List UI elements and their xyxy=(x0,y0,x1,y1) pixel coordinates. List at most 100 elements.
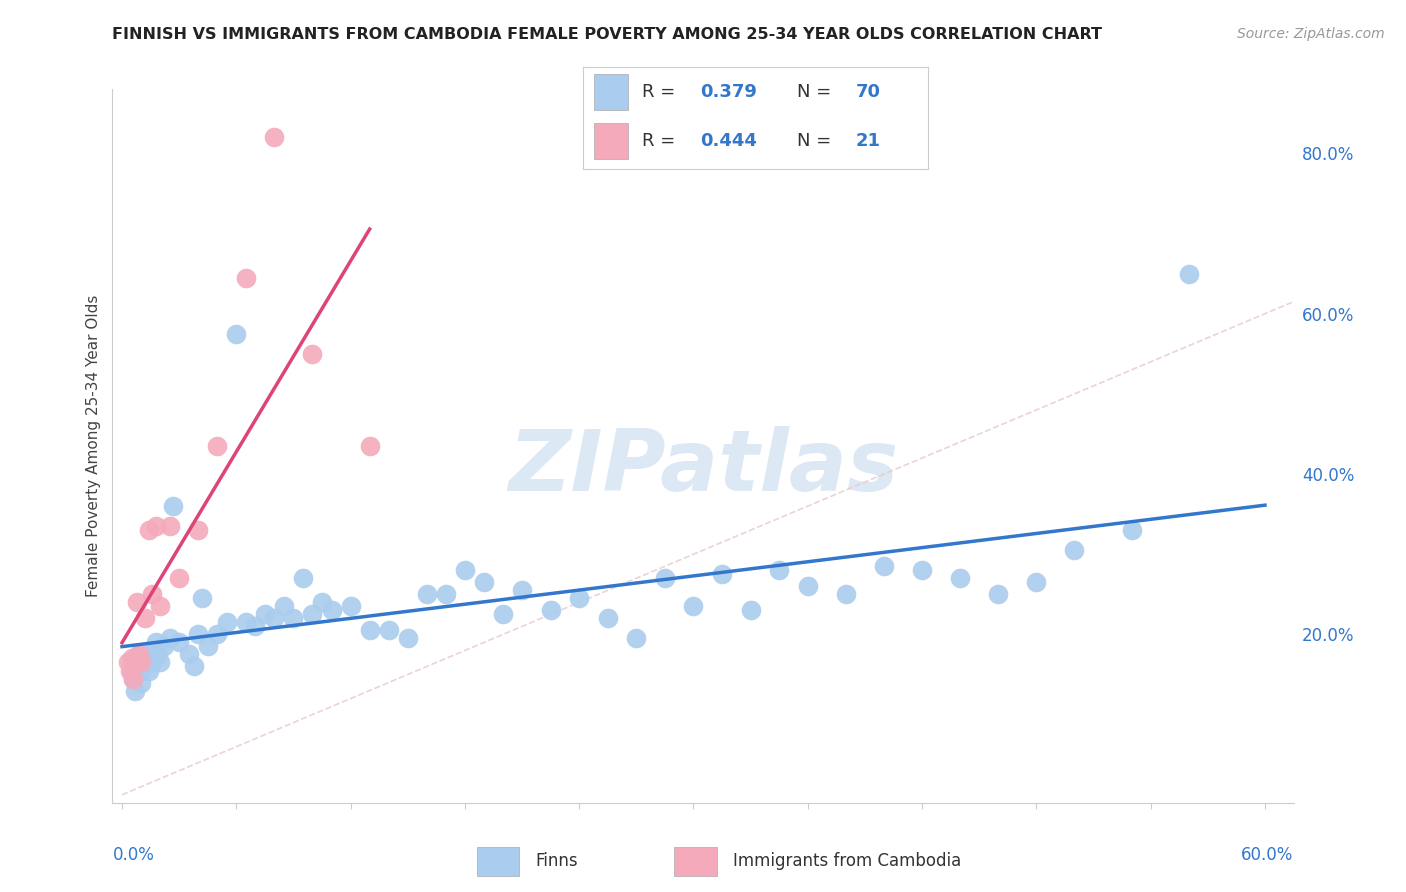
Text: Immigrants from Cambodia: Immigrants from Cambodia xyxy=(733,852,962,870)
Point xyxy=(654,571,676,585)
Text: Source: ZipAtlas.com: Source: ZipAtlas.com xyxy=(1237,27,1385,41)
Point xyxy=(873,559,896,574)
Text: N =: N = xyxy=(797,83,837,101)
Point xyxy=(434,587,457,601)
Point xyxy=(162,499,184,513)
Point xyxy=(377,624,399,638)
Point xyxy=(187,627,209,641)
Point xyxy=(153,640,176,654)
Text: 60.0%: 60.0% xyxy=(1241,846,1294,863)
Point xyxy=(167,635,190,649)
Point xyxy=(129,675,152,690)
Point xyxy=(145,635,167,649)
Point xyxy=(141,656,163,670)
Point xyxy=(139,648,162,662)
Point xyxy=(301,347,323,361)
Point xyxy=(118,664,141,678)
Point xyxy=(472,575,495,590)
Text: Finns: Finns xyxy=(536,852,578,870)
Point xyxy=(132,656,155,670)
Point xyxy=(145,519,167,533)
Text: 0.0%: 0.0% xyxy=(112,846,155,863)
Point xyxy=(339,599,361,614)
Point xyxy=(134,611,156,625)
Text: FINNISH VS IMMIGRANTS FROM CAMBODIA FEMALE POVERTY AMONG 25-34 YEAR OLDS CORRELA: FINNISH VS IMMIGRANTS FROM CAMBODIA FEMA… xyxy=(112,27,1102,42)
Bar xyxy=(593,123,628,159)
Point xyxy=(148,648,170,662)
Point xyxy=(568,591,591,606)
Text: R =: R = xyxy=(643,83,681,101)
Point xyxy=(215,615,238,630)
Point xyxy=(235,270,257,285)
Point xyxy=(121,651,143,665)
Point xyxy=(949,571,972,585)
Point xyxy=(183,659,205,673)
Point xyxy=(139,651,162,665)
Point xyxy=(159,519,181,533)
Point xyxy=(187,523,209,537)
Point xyxy=(135,648,157,662)
Text: 0.444: 0.444 xyxy=(700,132,758,150)
Point xyxy=(207,439,229,453)
Point xyxy=(121,664,143,678)
Point xyxy=(235,615,257,630)
Point xyxy=(492,607,515,622)
Y-axis label: Female Poverty Among 25-34 Year Olds: Female Poverty Among 25-34 Year Olds xyxy=(86,295,101,597)
Point xyxy=(768,563,790,577)
Point xyxy=(740,603,762,617)
Point xyxy=(911,563,934,577)
Text: 0.379: 0.379 xyxy=(700,83,758,101)
Point xyxy=(711,567,734,582)
Text: R =: R = xyxy=(643,132,681,150)
Point xyxy=(311,595,333,609)
Point xyxy=(253,607,276,622)
Point xyxy=(225,326,247,341)
Point xyxy=(117,656,139,670)
Point xyxy=(127,595,149,609)
Point xyxy=(149,599,172,614)
Point xyxy=(454,563,477,577)
Point xyxy=(263,611,285,625)
Point xyxy=(540,603,562,617)
Point xyxy=(141,587,163,601)
Point xyxy=(128,656,150,670)
Point xyxy=(124,683,146,698)
Point xyxy=(273,599,295,614)
Point xyxy=(129,656,152,670)
Text: 21: 21 xyxy=(856,132,880,150)
Point xyxy=(263,130,285,145)
Point xyxy=(510,583,533,598)
Point xyxy=(291,571,314,585)
Text: ZIPatlas: ZIPatlas xyxy=(508,425,898,509)
Point xyxy=(321,603,343,617)
Point xyxy=(159,632,181,646)
Bar xyxy=(675,847,717,876)
Point xyxy=(138,523,160,537)
Point xyxy=(138,664,160,678)
Point xyxy=(128,648,150,662)
Point xyxy=(207,627,229,641)
Point xyxy=(197,640,219,654)
Point xyxy=(129,664,152,678)
Point xyxy=(122,672,145,686)
Text: 70: 70 xyxy=(856,83,880,101)
Bar xyxy=(593,74,628,110)
Point xyxy=(283,611,305,625)
Point xyxy=(128,648,150,662)
Point xyxy=(1025,575,1047,590)
Point xyxy=(127,664,149,678)
Point xyxy=(301,607,323,622)
Point xyxy=(149,656,172,670)
Text: N =: N = xyxy=(797,132,837,150)
Point xyxy=(682,599,704,614)
Point xyxy=(191,591,214,606)
Point xyxy=(416,587,439,601)
Point xyxy=(835,587,858,601)
Bar xyxy=(477,847,519,876)
Point xyxy=(1177,267,1199,281)
Point xyxy=(177,648,200,662)
Point xyxy=(134,648,156,662)
Point xyxy=(1121,523,1143,537)
Point xyxy=(124,656,146,670)
Point xyxy=(987,587,1010,601)
